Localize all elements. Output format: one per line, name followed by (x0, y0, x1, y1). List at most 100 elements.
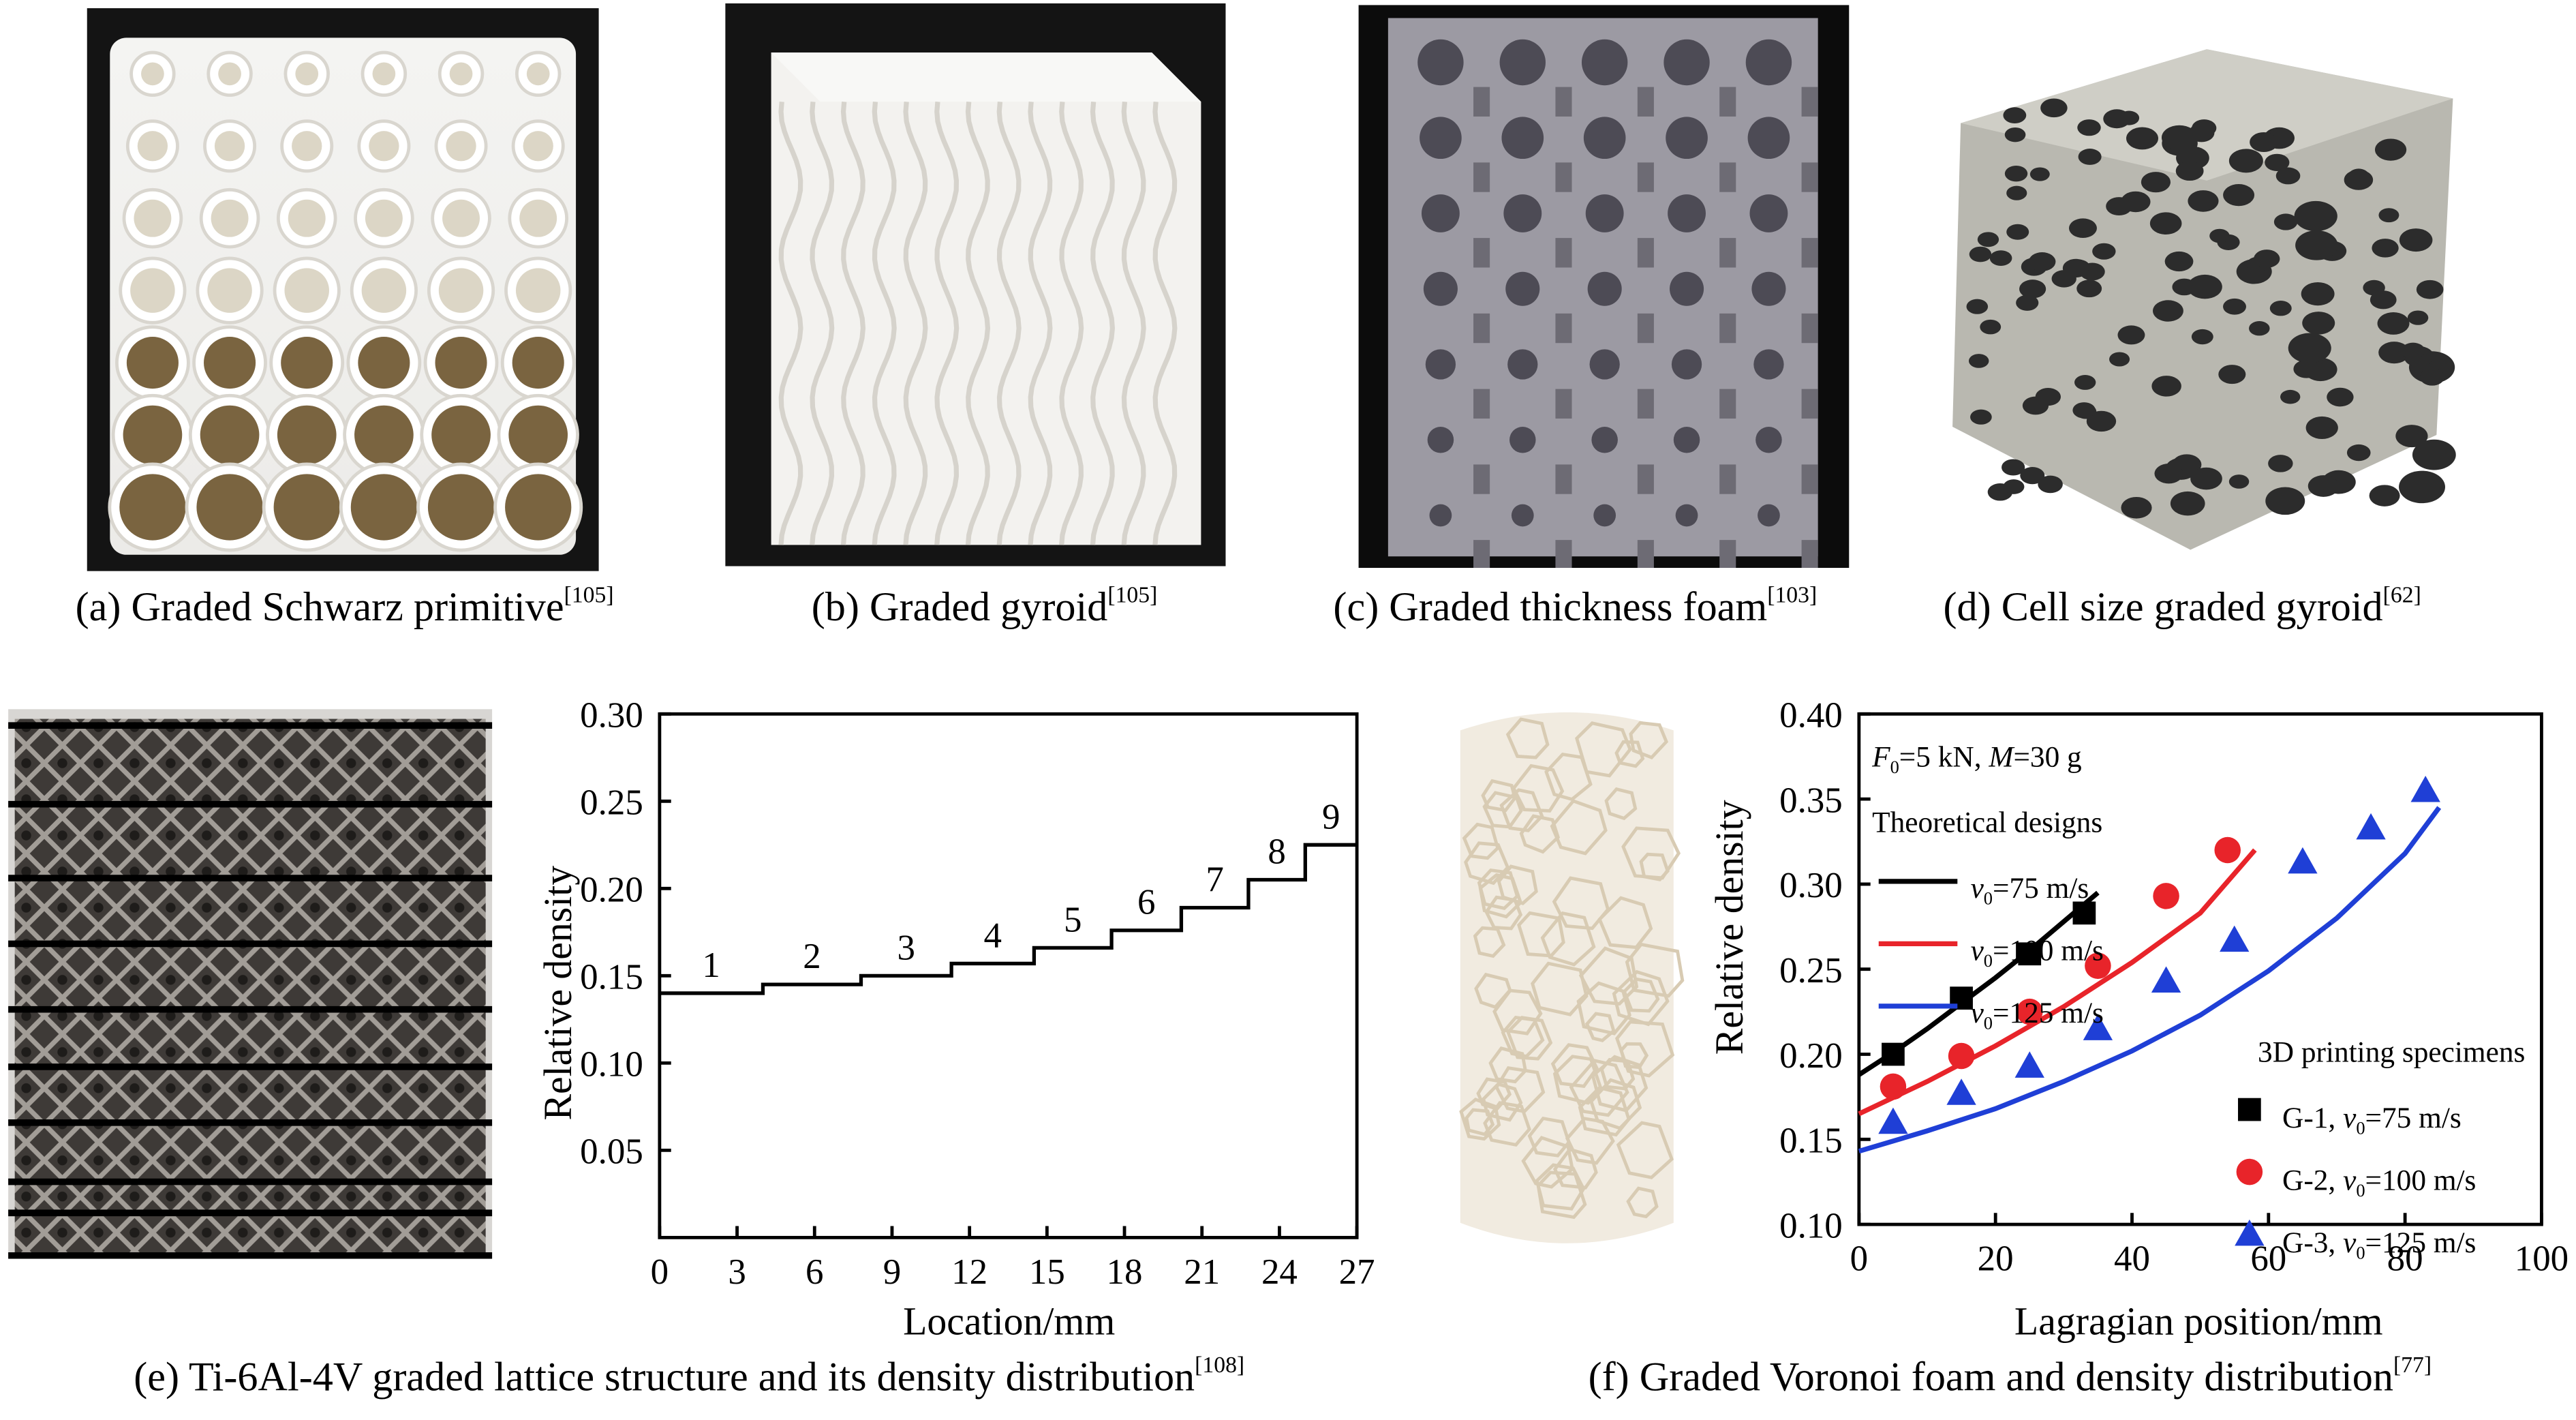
voronoi-cell (1483, 1101, 1531, 1147)
lattice-hole (515, 268, 561, 313)
chart-f-xtick-label: 40 (2114, 1239, 2150, 1279)
gyroid-pore (2190, 467, 2222, 490)
lattice-hole (207, 268, 252, 313)
chart-e-ytick-label: 0.15 (580, 958, 643, 997)
voronoi-cell (1492, 988, 1543, 1036)
foam-pore (1420, 117, 1462, 160)
foam-pore (1511, 504, 1534, 527)
voronoi-cell (1604, 787, 1638, 821)
gyroid-pore (2022, 396, 2049, 415)
gyroid-pore (1966, 299, 1989, 314)
chart-f-legend-line-label: v0=100 m/s (1971, 934, 2104, 971)
gyroid-pore (2280, 389, 2301, 404)
foam-strut-gap (1637, 162, 1654, 192)
foam-strut-gap (1473, 87, 1490, 117)
gyroid-pore (2346, 444, 2371, 462)
foam-strut-gap (1473, 464, 1490, 494)
foam-strut-gap (1637, 313, 1654, 344)
foam-strut-gap (1473, 313, 1490, 344)
voronoi-cell (1552, 876, 1610, 931)
chart-f-xtick-label: 80 (2387, 1239, 2423, 1279)
chart-e-xtick-label: 0 (651, 1252, 669, 1292)
foam-pore (1663, 39, 1710, 86)
voronoi-cell (1552, 1147, 1598, 1190)
gyroid-pore (2019, 280, 2046, 299)
gyroid-pore (2223, 298, 2246, 315)
lattice-hole (435, 337, 487, 389)
lattice-hole (438, 268, 484, 313)
lattice-hole (523, 131, 553, 162)
foam-pore (1673, 426, 1700, 453)
foam-strut-gap (1801, 464, 1818, 494)
gyroid-wave (840, 101, 866, 545)
lattice-hole (123, 405, 183, 465)
gyroid-pore (2399, 470, 2445, 504)
gyroid-pore (2254, 250, 2280, 268)
chart-e-xtick-label: 27 (1339, 1252, 1375, 1292)
foam-strut-gap (1473, 540, 1490, 569)
foam-strut-gap (1637, 389, 1654, 419)
foam-pore (1501, 117, 1544, 160)
chart-e-xtick-label: 6 (806, 1252, 823, 1292)
chart-f-curve (1858, 806, 2442, 1154)
gyroid-wave (1028, 101, 1053, 545)
voronoi-cell (1625, 942, 1685, 998)
foam-strut-gap (1719, 313, 1736, 344)
gyroid-pore (1980, 319, 2002, 335)
gyroid-pore (2188, 274, 2222, 299)
gyroid-pore (2294, 200, 2337, 232)
foam-strut-gap (1719, 389, 1736, 419)
foam-pore (1429, 504, 1452, 527)
gyroid-pore (2028, 252, 2056, 271)
chart-f-xlabel: Lagragian position/mm (2014, 1300, 2383, 1343)
chart-f-legend-point-label: G-1, v0=75 m/s (2282, 1102, 2462, 1138)
chart-e-plot-frame (658, 712, 1359, 1239)
chart-f-legend-point-label: G-2, v0=100 m/s (2282, 1164, 2476, 1201)
voronoi-cell (1629, 721, 1669, 759)
voronoi-cell (1476, 1077, 1512, 1111)
voronoi-cell (1462, 822, 1500, 860)
chart-e-segment-label: 4 (984, 916, 1002, 955)
lattice-hole (350, 474, 418, 541)
lattice-hole (141, 62, 164, 86)
voronoi-cell (1622, 977, 1660, 1013)
lattice-hole (446, 131, 476, 162)
chart-e-ytick-label: 0.10 (580, 1045, 643, 1085)
chart-f-point-circle (2214, 836, 2241, 864)
gyroid-pore (2372, 239, 2399, 258)
voronoi-cell (1589, 1078, 1642, 1130)
gyroid-pore (2029, 167, 2050, 181)
foam-pore (1666, 117, 1708, 160)
gyroid-pore (2344, 169, 2374, 190)
gyroid-pore (2106, 197, 2132, 216)
chart-f-point-triangle (2151, 966, 2181, 993)
gyroid-pore (2369, 485, 2400, 507)
foam-pore (1581, 39, 1628, 86)
foam-pore (1421, 194, 1460, 232)
lattice-hole (126, 337, 179, 389)
lattice-hole (130, 268, 175, 313)
foam-strut-gap (1555, 313, 1572, 344)
gyroid-pore (2002, 459, 2025, 476)
foam-strut-gap (1555, 389, 1572, 419)
caption-b: (b) Graded gyroid[105] (811, 584, 1158, 631)
gyroid-pore (2249, 321, 2270, 336)
chart-f-ytick-label: 0.25 (1779, 951, 1843, 991)
voronoi-cell (1481, 779, 1517, 813)
gyroid-pore (2003, 479, 2025, 494)
chart-e-ytick-label: 0.30 (580, 696, 643, 736)
foam-pore (1417, 39, 1464, 86)
chart-e-xtick-label: 12 (951, 1252, 987, 1292)
chart-f-point-triangle (2014, 1051, 2044, 1078)
voronoi-cell (1616, 1121, 1674, 1179)
voronoi-cell (1575, 721, 1632, 778)
foam-pore (1675, 504, 1698, 527)
lattice-hole (512, 337, 564, 389)
gyroid-pore (2016, 294, 2039, 311)
gyroid-pore (1977, 232, 1999, 247)
gyroid-pore (2020, 467, 2045, 485)
gyroid-pore (2149, 212, 2182, 235)
voronoi-cell (1519, 814, 1561, 854)
chart-f-legend-point-label: G-3, v0=125 m/s (2282, 1226, 2476, 1263)
